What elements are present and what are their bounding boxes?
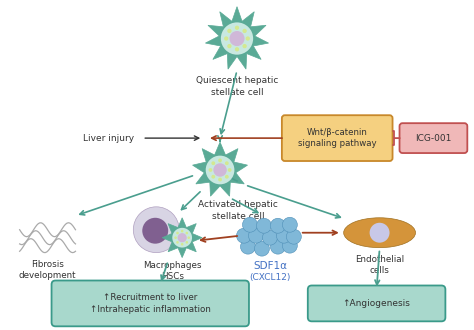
Circle shape	[228, 168, 231, 172]
FancyBboxPatch shape	[282, 115, 392, 161]
Text: Wnt/β-catenin
signaling pathway: Wnt/β-catenin signaling pathway	[298, 128, 376, 148]
Circle shape	[243, 29, 247, 33]
Polygon shape	[192, 142, 247, 196]
Circle shape	[172, 228, 192, 248]
Text: SDF1α: SDF1α	[253, 261, 287, 271]
FancyBboxPatch shape	[52, 280, 249, 326]
Circle shape	[181, 243, 183, 246]
Circle shape	[209, 168, 212, 172]
Circle shape	[174, 236, 177, 239]
Circle shape	[237, 228, 252, 243]
Text: Fibrosis
development: Fibrosis development	[19, 260, 76, 280]
Text: ↑Angiogenesis: ↑Angiogenesis	[343, 299, 410, 308]
Circle shape	[211, 175, 215, 179]
Circle shape	[206, 156, 235, 184]
Circle shape	[225, 161, 229, 165]
Circle shape	[218, 158, 222, 162]
Circle shape	[221, 22, 253, 55]
Text: ICG-001: ICG-001	[415, 134, 452, 143]
Text: Endothelial
cells: Endothelial cells	[355, 255, 404, 276]
Circle shape	[211, 161, 215, 165]
Circle shape	[248, 228, 264, 243]
Circle shape	[256, 218, 272, 233]
Circle shape	[176, 232, 179, 234]
Circle shape	[176, 241, 179, 244]
Circle shape	[227, 44, 231, 48]
Circle shape	[370, 223, 390, 243]
Polygon shape	[205, 7, 269, 69]
Polygon shape	[162, 218, 202, 258]
Text: ↑Recruitment to liver
↑Intrahepatic inflammation: ↑Recruitment to liver ↑Intrahepatic infl…	[90, 293, 210, 314]
Text: Liver injury: Liver injury	[83, 134, 134, 143]
Circle shape	[246, 36, 250, 41]
Circle shape	[243, 217, 257, 232]
Text: Quiescent hepatic
stellate cell: Quiescent hepatic stellate cell	[196, 76, 278, 97]
Circle shape	[133, 207, 179, 253]
Circle shape	[225, 175, 229, 179]
Circle shape	[263, 230, 277, 245]
Circle shape	[229, 31, 245, 46]
Circle shape	[178, 233, 187, 242]
Circle shape	[270, 218, 285, 233]
Circle shape	[283, 238, 297, 253]
Circle shape	[227, 29, 231, 33]
Circle shape	[185, 241, 188, 244]
Circle shape	[276, 228, 292, 243]
Text: Activated hepatic
stellate cell: Activated hepatic stellate cell	[198, 200, 278, 221]
Circle shape	[255, 241, 269, 256]
Text: (CXCL12): (CXCL12)	[249, 273, 291, 281]
Circle shape	[286, 229, 301, 244]
Circle shape	[213, 163, 227, 177]
Circle shape	[181, 230, 183, 232]
Circle shape	[224, 36, 228, 41]
FancyBboxPatch shape	[308, 285, 446, 321]
Text: Macrophages
HSCs: Macrophages HSCs	[143, 261, 201, 281]
Circle shape	[235, 26, 239, 30]
Circle shape	[235, 47, 239, 51]
FancyBboxPatch shape	[400, 123, 467, 153]
Circle shape	[142, 218, 168, 244]
Circle shape	[218, 178, 222, 182]
Circle shape	[240, 239, 255, 254]
Circle shape	[187, 236, 190, 239]
Ellipse shape	[344, 218, 416, 248]
Circle shape	[283, 217, 297, 232]
Circle shape	[270, 239, 285, 254]
Circle shape	[243, 44, 247, 48]
Circle shape	[185, 232, 188, 234]
